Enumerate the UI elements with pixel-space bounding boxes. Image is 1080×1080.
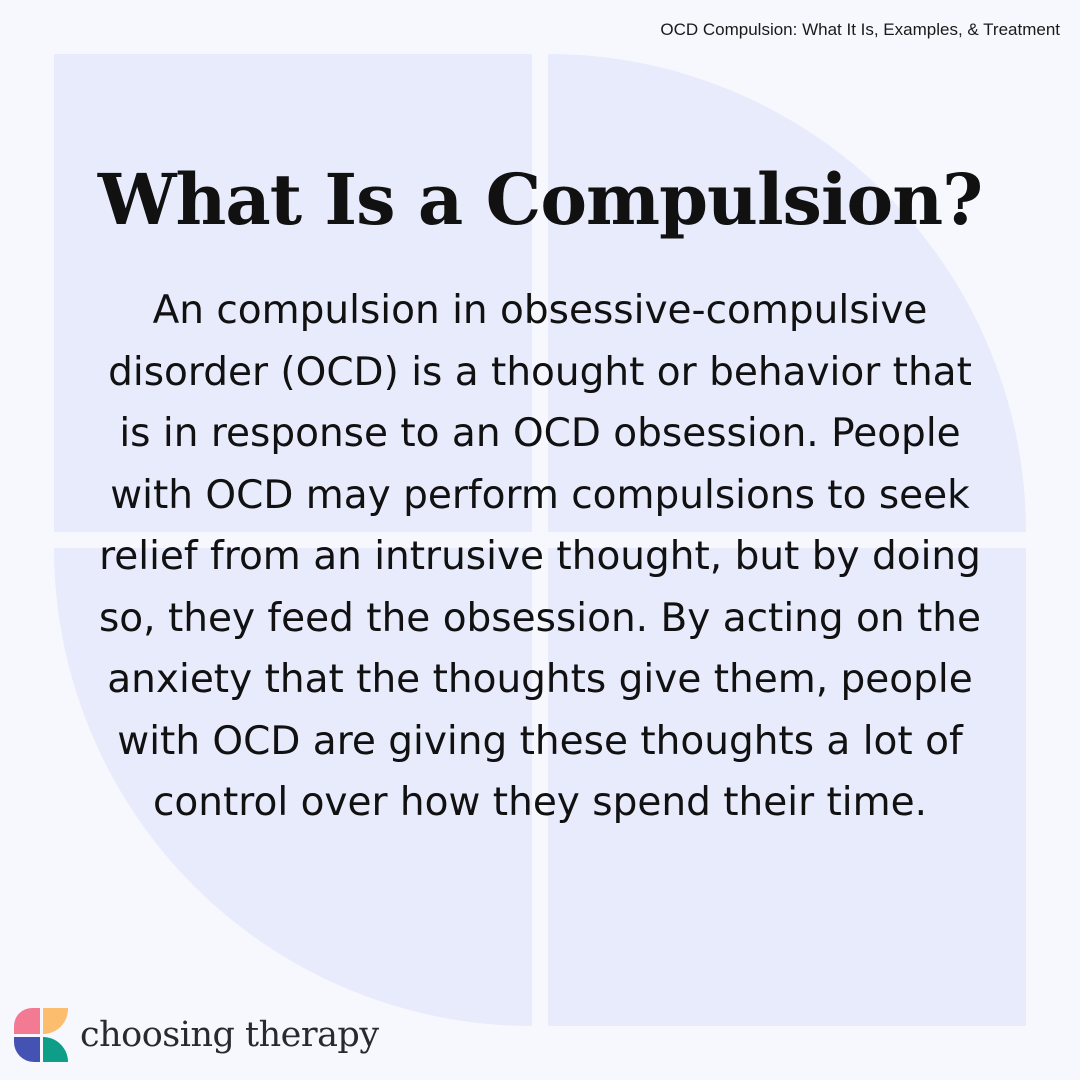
body-text: An compulsion in obsessive-compulsive di… bbox=[30, 280, 1050, 834]
brand-logo: choosing therapy bbox=[14, 1008, 379, 1062]
body-line: An compulsion in obsessive-compulsive bbox=[152, 288, 928, 333]
bg-quadrant-bottom-left bbox=[54, 548, 532, 1026]
body-line: control over how they spend their time. bbox=[152, 780, 928, 825]
choosing-therapy-logo-icon bbox=[14, 1008, 68, 1062]
body-line: with OCD may perform compulsions to seek bbox=[110, 472, 970, 518]
body-line: is in response to an OCD obsession. Peop… bbox=[119, 411, 961, 456]
bg-quadrant-top-right bbox=[548, 54, 1026, 532]
brand-name: choosing therapy bbox=[80, 1015, 379, 1055]
bg-quadrant-top-left bbox=[54, 54, 532, 532]
article-title: OCD Compulsion: What It Is, Examples, & … bbox=[660, 20, 1060, 39]
body-line: anxiety that the thoughts give them, peo… bbox=[107, 657, 973, 702]
bg-quadrant-bottom-right bbox=[548, 548, 1026, 1026]
page-title: What Is a Compulsion? bbox=[97, 158, 983, 241]
body-line: relief from an intrusive thought, but by… bbox=[99, 534, 981, 579]
body-line: disorder (OCD) is a thought or behavior … bbox=[108, 349, 972, 395]
body-line: so, they feed the obsession. By acting o… bbox=[98, 595, 982, 641]
body-line: with OCD are giving these thoughts a lot… bbox=[117, 718, 963, 764]
